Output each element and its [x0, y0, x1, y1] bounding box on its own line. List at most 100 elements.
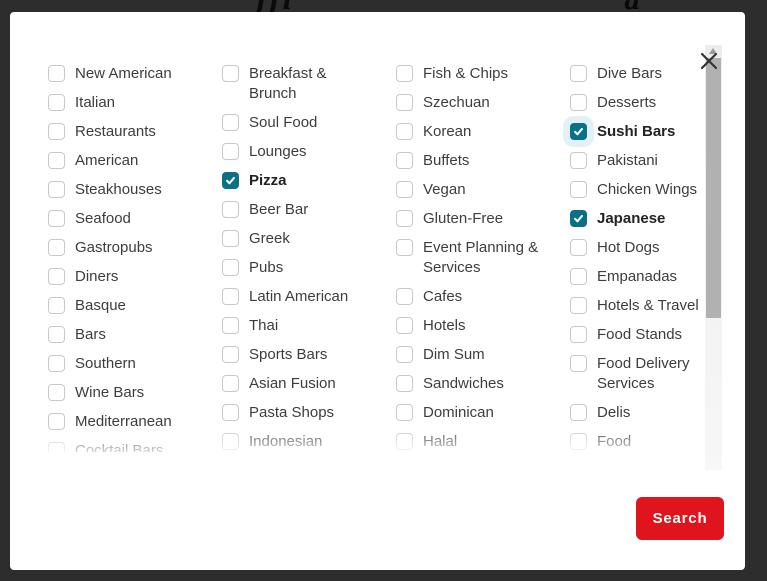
category-option[interactable]: Dominican: [396, 403, 546, 423]
checkbox-unchecked-icon[interactable]: [48, 384, 65, 401]
checkbox-unchecked-icon[interactable]: [570, 152, 587, 169]
category-option[interactable]: Asian Fusion: [222, 374, 372, 394]
category-option[interactable]: Steakhouses: [48, 180, 198, 200]
checkbox-unchecked-icon[interactable]: [396, 404, 413, 421]
category-option[interactable]: Cocktail Bars: [48, 441, 198, 452]
category-option[interactable]: Lounges: [222, 142, 372, 162]
checkbox-unchecked-icon[interactable]: [570, 268, 587, 285]
category-option[interactable]: Sports Bars: [222, 345, 372, 365]
category-option[interactable]: Hotels: [396, 316, 546, 336]
checkbox-unchecked-icon[interactable]: [396, 346, 413, 363]
checkbox-unchecked-icon[interactable]: [396, 375, 413, 392]
checkbox-unchecked-icon[interactable]: [222, 375, 239, 392]
checkbox-unchecked-icon[interactable]: [570, 355, 587, 372]
category-option[interactable]: Cafes: [396, 287, 546, 307]
checkbox-unchecked-icon[interactable]: [48, 210, 65, 227]
checkbox-unchecked-icon[interactable]: [222, 114, 239, 131]
checkbox-unchecked-icon[interactable]: [396, 288, 413, 305]
category-option[interactable]: Food Delivery Services: [570, 354, 698, 394]
checkbox-unchecked-icon[interactable]: [570, 297, 587, 314]
category-option[interactable]: Soul Food: [222, 113, 372, 133]
checkbox-unchecked-icon[interactable]: [48, 239, 65, 256]
close-icon[interactable]: [698, 50, 720, 72]
category-option[interactable]: Basque: [48, 296, 198, 316]
checkbox-unchecked-icon[interactable]: [570, 181, 587, 198]
category-option[interactable]: Szechuan: [396, 93, 546, 113]
category-option[interactable]: Greek: [222, 229, 372, 249]
checkbox-unchecked-icon[interactable]: [396, 152, 413, 169]
checkbox-unchecked-icon[interactable]: [222, 433, 239, 450]
checkbox-unchecked-icon[interactable]: [222, 317, 239, 334]
category-option[interactable]: Pizza: [222, 171, 372, 191]
checkbox-unchecked-icon[interactable]: [396, 239, 413, 256]
checkbox-unchecked-icon[interactable]: [222, 288, 239, 305]
category-option[interactable]: Gastropubs: [48, 238, 198, 258]
checkbox-unchecked-icon[interactable]: [48, 123, 65, 140]
checkbox-unchecked-icon[interactable]: [222, 201, 239, 218]
checkbox-unchecked-icon[interactable]: [48, 297, 65, 314]
category-option[interactable]: Thai: [222, 316, 372, 336]
checkbox-unchecked-icon[interactable]: [48, 65, 65, 82]
category-option[interactable]: Event Planning & Services: [396, 238, 546, 278]
category-option[interactable]: Food Stands: [570, 325, 698, 345]
category-option[interactable]: Halal: [396, 432, 546, 452]
checkbox-unchecked-icon[interactable]: [570, 433, 587, 450]
checkbox-unchecked-icon[interactable]: [570, 65, 587, 82]
category-option[interactable]: Italian: [48, 93, 198, 113]
category-option[interactable]: Vegan: [396, 180, 546, 200]
category-option[interactable]: Delis: [570, 403, 698, 423]
category-option[interactable]: Pubs: [222, 258, 372, 278]
category-option[interactable]: New American: [48, 64, 198, 84]
category-option[interactable]: Sandwiches: [396, 374, 546, 394]
category-option[interactable]: Mediterranean: [48, 412, 198, 432]
category-option[interactable]: Dim Sum: [396, 345, 546, 365]
category-option[interactable]: Korean: [396, 122, 546, 142]
category-option[interactable]: Breakfast & Brunch: [222, 64, 372, 104]
category-option[interactable]: Fish & Chips: [396, 64, 546, 84]
category-option[interactable]: Empanadas: [570, 267, 698, 287]
checkbox-unchecked-icon[interactable]: [570, 239, 587, 256]
category-option[interactable]: Bars: [48, 325, 198, 345]
checkbox-unchecked-icon[interactable]: [396, 181, 413, 198]
checkbox-unchecked-icon[interactable]: [222, 143, 239, 160]
category-option[interactable]: Sushi Bars: [570, 122, 698, 142]
checkbox-unchecked-icon[interactable]: [396, 433, 413, 450]
checkbox-unchecked-icon[interactable]: [570, 404, 587, 421]
category-option[interactable]: Latin American: [222, 287, 372, 307]
checkbox-unchecked-icon[interactable]: [396, 65, 413, 82]
checkbox-unchecked-icon[interactable]: [396, 210, 413, 227]
checkbox-unchecked-icon[interactable]: [396, 123, 413, 140]
checkbox-unchecked-icon[interactable]: [222, 259, 239, 276]
checkbox-unchecked-icon[interactable]: [570, 326, 587, 343]
category-option[interactable]: American: [48, 151, 198, 171]
checkbox-unchecked-icon[interactable]: [222, 404, 239, 421]
category-option[interactable]: Indonesian: [222, 432, 372, 452]
category-option[interactable]: Beer Bar: [222, 200, 372, 220]
scrollbar-up-arrow-icon[interactable]: [709, 48, 717, 54]
checkbox-unchecked-icon[interactable]: [222, 346, 239, 363]
checkbox-unchecked-icon[interactable]: [48, 181, 65, 198]
category-option[interactable]: Restaurants: [48, 122, 198, 142]
category-option[interactable]: Hot Dogs: [570, 238, 698, 258]
checkbox-checked-icon[interactable]: [570, 123, 587, 140]
category-option[interactable]: Diners: [48, 267, 198, 287]
checkbox-unchecked-icon[interactable]: [222, 65, 239, 82]
category-option[interactable]: Gluten-Free: [396, 209, 546, 229]
category-option[interactable]: Chicken Wings: [570, 180, 698, 200]
checkbox-unchecked-icon[interactable]: [48, 413, 65, 430]
checkbox-unchecked-icon[interactable]: [48, 152, 65, 169]
checkbox-unchecked-icon[interactable]: [570, 94, 587, 111]
checkbox-checked-icon[interactable]: [570, 210, 587, 227]
checkbox-checked-icon[interactable]: [222, 172, 239, 189]
category-option[interactable]: Dive Bars: [570, 64, 698, 84]
checkbox-unchecked-icon[interactable]: [48, 442, 65, 452]
category-scroll-area[interactable]: New American Italian Restaurants American St…: [38, 64, 698, 452]
checkbox-unchecked-icon[interactable]: [48, 268, 65, 285]
checkbox-unchecked-icon[interactable]: [48, 94, 65, 111]
checkbox-unchecked-icon[interactable]: [396, 317, 413, 334]
search-button[interactable]: Search: [636, 497, 724, 540]
category-option[interactable]: Seafood: [48, 209, 198, 229]
category-option[interactable]: Food: [570, 432, 698, 452]
category-option[interactable]: Southern: [48, 354, 198, 374]
category-option[interactable]: Buffets: [396, 151, 546, 171]
